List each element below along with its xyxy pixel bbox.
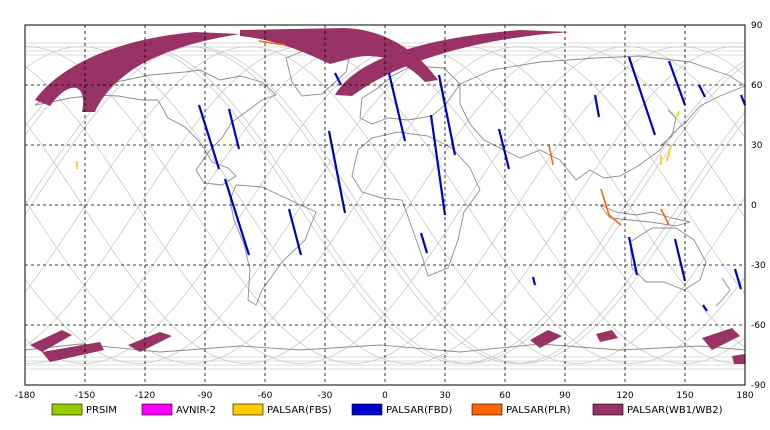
legend-label: PALSAR(PLR) (506, 405, 571, 416)
y-tick-label: -90 (751, 381, 766, 391)
y-tick-label: -30 (751, 261, 766, 271)
x-tick-label: -30 (318, 391, 333, 401)
swath-palsar-plr (258, 40, 286, 46)
x-tick-label: 60 (499, 391, 511, 401)
x-tick-label: 90 (559, 391, 571, 401)
asia-outline (459, 55, 746, 181)
legend-item: AVNIR-2 (141, 403, 216, 416)
legend-item: PRSIM (51, 403, 117, 416)
palsar-wb-swaths (30, 28, 745, 364)
legend-item: PALSAR(FBS) (232, 403, 332, 416)
legend-swatch (351, 403, 383, 416)
australia-outline (629, 227, 707, 291)
x-tick-label: 30 (439, 391, 451, 401)
y-tick-label: 90 (751, 21, 763, 31)
new-zealand-outline (715, 277, 731, 307)
wb-swath-south-1 (30, 330, 72, 352)
grid-lines (25, 25, 745, 385)
wb-swath-south-3 (128, 332, 172, 352)
y-tick-label: 0 (751, 201, 757, 211)
x-tick-label: 0 (382, 391, 388, 401)
indonesia-outline (599, 204, 691, 227)
swath-palsar-fbd (227, 108, 241, 150)
x-tick-label: -90 (198, 391, 213, 401)
swath-palsar-plr (660, 208, 670, 226)
y-tick-label: 60 (751, 81, 763, 91)
legend-label: PALSAR(WB1/WB2) (627, 405, 723, 416)
swath-palsar-fbd (387, 72, 407, 142)
legend-swatch (471, 403, 503, 416)
legend-label: PALSAR(FBD) (386, 405, 452, 416)
wb-swath-north-2 (240, 28, 438, 82)
x-tick-label: 180 (736, 391, 753, 401)
wb-swath-south-2 (42, 342, 104, 362)
legend: PRSIM AVNIR-2 PALSAR(FBS) PALSAR(FBD) PALSAR… (51, 403, 723, 416)
x-tick-label: 150 (676, 391, 693, 401)
swath-palsar-fbd (739, 94, 747, 106)
swath-palsar-fbd (197, 104, 221, 170)
swath-palsar-fbd (437, 74, 457, 156)
swath-palsar-fbs (666, 144, 672, 162)
swath-palsar-fbd (627, 236, 639, 276)
wb-swath-north-1 (35, 32, 240, 112)
swath-palsar-fbd (419, 232, 429, 254)
y-tick-label: 30 (751, 141, 763, 151)
swath-palsar-plr (600, 188, 610, 216)
wb-swath-south-6 (702, 328, 740, 350)
legend-swatch (51, 403, 83, 416)
wb-swath-south-5 (596, 330, 618, 342)
legend-swatch (141, 403, 173, 416)
palsar-line-swaths (76, 40, 747, 312)
legend-item: PALSAR(PLR) (471, 403, 571, 416)
x-tick-label: -60 (258, 391, 273, 401)
swath-palsar-fbd (497, 128, 511, 170)
swath-palsar-plr (608, 214, 622, 226)
swath-palsar-fbd (702, 304, 708, 312)
swath-palsar-fbd (733, 268, 743, 290)
swath-palsar-fbd (334, 72, 342, 86)
antarctica-outline (24, 343, 746, 353)
swath-palsar-fbd (673, 238, 687, 282)
y-tick-label: -60 (751, 321, 766, 331)
legend-label: PRSIM (86, 405, 117, 416)
wb-swath-north-3 (335, 30, 570, 96)
legend-item: PALSAR(WB1/WB2) (592, 403, 723, 416)
swath-palsar-fbd (287, 208, 303, 256)
legend-swatch (592, 403, 624, 416)
swath-palsar-fbd (698, 84, 706, 98)
plot-frame (24, 24, 746, 386)
x-tick-label: 120 (616, 391, 633, 401)
orbit-track (24, 46, 746, 364)
north-america-outline (34, 69, 277, 186)
swath-palsar-fbs (676, 110, 680, 118)
swath-palsar-fbd (593, 94, 601, 118)
south-america-outline (229, 184, 317, 306)
legend-label: PALSAR(FBS) (267, 405, 332, 416)
axis-ticks: -180 -150 -120 -90 -60 -30 0 30 60 90 120 150 180 90 6… (15, 21, 766, 401)
europe-outline (359, 65, 461, 125)
legend-item: PALSAR(FBD) (351, 403, 452, 416)
legend-label: AVNIR-2 (176, 405, 216, 416)
africa-outline (351, 131, 481, 277)
swath-palsar-fbd (627, 56, 657, 136)
swath-palsar-fbd (531, 276, 537, 286)
swath-palsar-fbd (429, 114, 447, 216)
x-tick-label: -180 (15, 391, 36, 401)
swath-palsar-fbd (667, 60, 687, 106)
swath-palsar-fbd (223, 178, 251, 256)
x-tick-label: -120 (135, 391, 156, 401)
x-tick-label: -150 (75, 391, 96, 401)
japan-outline (659, 109, 677, 147)
legend-swatch (232, 403, 264, 416)
wb-swath-south-4 (530, 330, 562, 348)
swath-palsar-plr (548, 144, 554, 166)
wb-swath-south-7 (732, 354, 745, 364)
